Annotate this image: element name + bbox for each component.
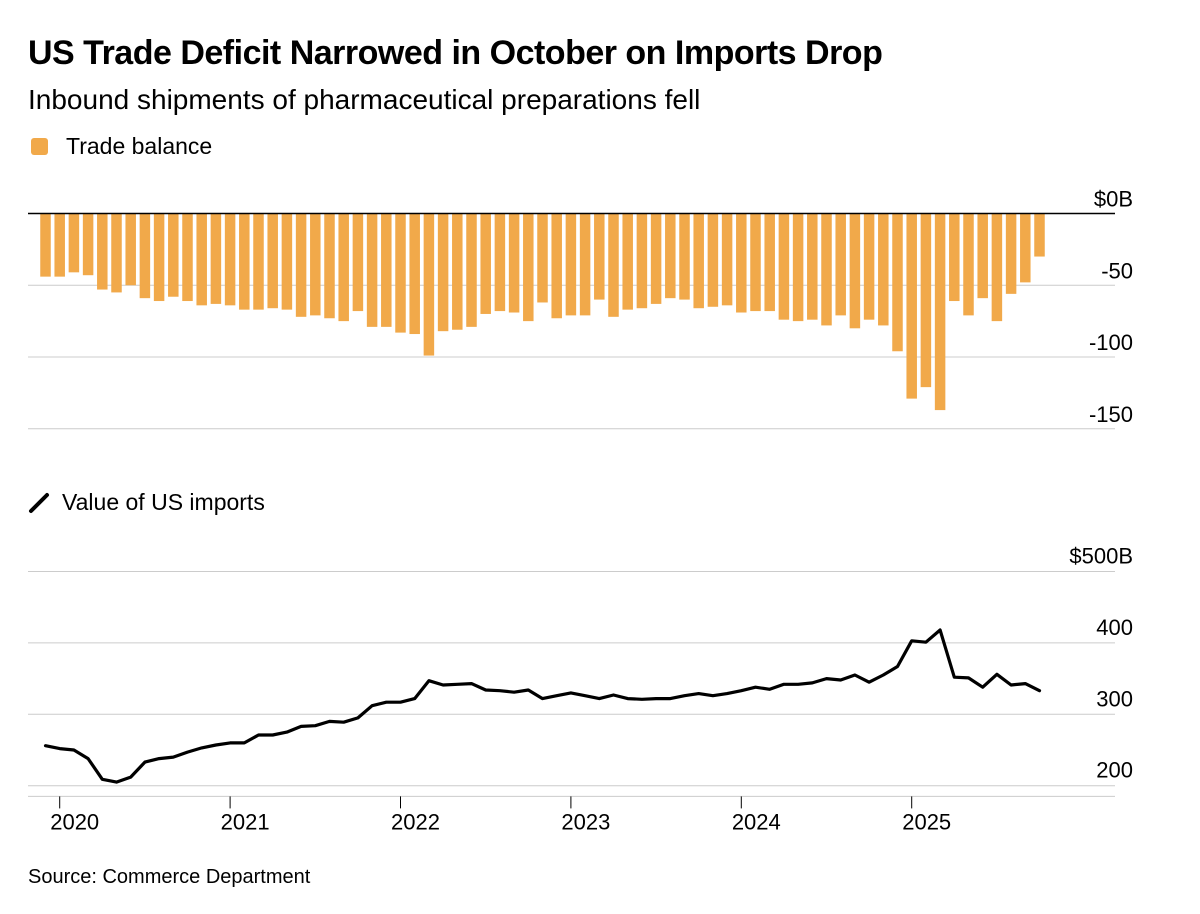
trade-balance-bar bbox=[778, 213, 790, 320]
x-tick-label: 2021 bbox=[221, 809, 270, 834]
trade-balance-bar bbox=[295, 213, 307, 317]
trade-balance-bar bbox=[139, 213, 151, 299]
trade-balance-bar bbox=[437, 213, 449, 332]
trade-balance-bar bbox=[1034, 213, 1045, 257]
trade-balance-bar bbox=[452, 213, 463, 330]
trade-balance-bar bbox=[594, 213, 605, 300]
trade-balance-bar bbox=[68, 213, 80, 273]
trade-balance-bar bbox=[324, 213, 335, 319]
trade-balance-bar bbox=[111, 213, 122, 293]
trade-balance-bar bbox=[892, 213, 903, 352]
x-tick-label: 2020 bbox=[50, 809, 99, 834]
legend-swatch-bar-icon bbox=[31, 138, 48, 155]
trade-balance-bar bbox=[821, 213, 832, 326]
trade-balance-bar bbox=[835, 213, 846, 316]
legend-label-us-imports: Value of US imports bbox=[62, 489, 265, 515]
trade-balance-bar bbox=[764, 213, 775, 312]
trade-balance-bar bbox=[352, 213, 364, 312]
trade-balance-bar bbox=[239, 213, 250, 310]
trade-balance-bar bbox=[679, 213, 690, 300]
trade-balance-bar bbox=[196, 213, 207, 306]
trade-balance-bar bbox=[1005, 213, 1017, 294]
trade-balance-bar bbox=[906, 213, 917, 399]
line-y-tick-label: $500B bbox=[1069, 544, 1133, 569]
x-tick-label: 2023 bbox=[561, 809, 610, 834]
x-tick-label: 2024 bbox=[732, 809, 781, 834]
trade-balance-bar bbox=[707, 213, 719, 307]
trade-balance-bar bbox=[381, 213, 392, 327]
trade-balance-bar bbox=[565, 213, 577, 316]
trade-balance-bar bbox=[736, 213, 747, 313]
trade-balance-bar bbox=[622, 213, 633, 310]
trade-balance-bar bbox=[338, 213, 349, 322]
trade-balance-bar bbox=[963, 213, 974, 316]
trade-balance-bar bbox=[977, 213, 988, 299]
bar-y-tick-label: -100 bbox=[1089, 330, 1133, 355]
bar-y-tick-label: -150 bbox=[1089, 402, 1133, 427]
trade-balance-bar bbox=[423, 213, 435, 356]
trade-balance-bar bbox=[125, 213, 136, 286]
trade-balance-bar bbox=[750, 213, 761, 312]
trade-balance-bar bbox=[281, 213, 293, 310]
trade-balance-bar bbox=[224, 213, 236, 306]
trade-balance-bar bbox=[210, 213, 222, 304]
trade-balance-bar bbox=[267, 213, 278, 309]
legend-swatch-line-icon bbox=[29, 492, 49, 513]
trade-balance-bar bbox=[54, 213, 65, 277]
line-y-tick-label: 300 bbox=[1096, 686, 1133, 711]
trade-balance-bar bbox=[650, 213, 662, 304]
chart-subtitle: Inbound shipments of pharmaceutical prep… bbox=[28, 84, 701, 115]
trade-balance-bar bbox=[849, 213, 861, 329]
legend-us-imports: Value of US imports bbox=[28, 489, 265, 516]
trade-balance-bar bbox=[480, 213, 491, 314]
trade-balance-bar bbox=[153, 213, 165, 302]
trade-balance-bar bbox=[508, 213, 520, 313]
trade-balance-bar bbox=[366, 213, 378, 327]
trade-balance-bar bbox=[792, 213, 804, 322]
bar-y-tick-label: -50 bbox=[1101, 258, 1133, 283]
us-imports-chart: $500B 400 300 200 2020 2021 2022 2023 2024 2025 bbox=[28, 544, 1133, 834]
trade-balance-bar bbox=[40, 213, 51, 277]
trade-balance-bar bbox=[608, 213, 619, 317]
line-y-tick-label: 200 bbox=[1096, 758, 1133, 783]
trade-balance-bar bbox=[878, 213, 889, 326]
trade-balance-bar bbox=[310, 213, 321, 316]
trade-balance-chart: $0B -50 -100 -150 bbox=[28, 187, 1133, 430]
trade-balance-bar bbox=[395, 213, 406, 333]
trade-balance-bar bbox=[253, 213, 264, 310]
trade-balance-bar bbox=[551, 213, 562, 319]
trade-balance-bar bbox=[991, 213, 1003, 322]
trade-balance-bar bbox=[665, 213, 676, 299]
line-y-tick-label: 400 bbox=[1096, 615, 1133, 640]
trade-balance-bar bbox=[409, 213, 420, 335]
bar-y-tick-label: $0B bbox=[1094, 187, 1133, 212]
trade-balance-bar bbox=[807, 213, 818, 320]
trade-balance-bar bbox=[523, 213, 534, 322]
trade-balance-bar bbox=[168, 213, 179, 297]
trade-balance-bar bbox=[466, 213, 477, 327]
trade-balance-bar bbox=[494, 213, 506, 312]
chart-title: US Trade Deficit Narrowed in October on … bbox=[28, 34, 883, 72]
source-note: Source: Commerce Department bbox=[28, 866, 311, 888]
trade-balance-bar bbox=[579, 213, 591, 316]
trade-balance-bar bbox=[182, 213, 193, 302]
trade-balance-bar bbox=[537, 213, 548, 303]
trade-balance-bar bbox=[82, 213, 94, 276]
x-tick-label: 2022 bbox=[391, 809, 440, 834]
imports-series-line bbox=[43, 628, 1042, 784]
legend-trade-balance: Trade balance bbox=[28, 133, 212, 160]
trade-balance-bar bbox=[693, 213, 704, 309]
x-tick-label: 2025 bbox=[902, 809, 951, 834]
trade-balance-bar bbox=[721, 213, 733, 306]
legend-label-trade-balance: Trade balance bbox=[66, 133, 213, 159]
trade-balance-bar bbox=[97, 213, 108, 290]
trade-balance-bar bbox=[949, 213, 960, 302]
trade-balance-bar bbox=[863, 213, 875, 320]
trade-balance-bar bbox=[636, 213, 648, 309]
trade-balance-bar bbox=[920, 213, 932, 388]
trade-balance-bar bbox=[934, 213, 946, 411]
trade-balance-bar bbox=[1020, 213, 1031, 283]
